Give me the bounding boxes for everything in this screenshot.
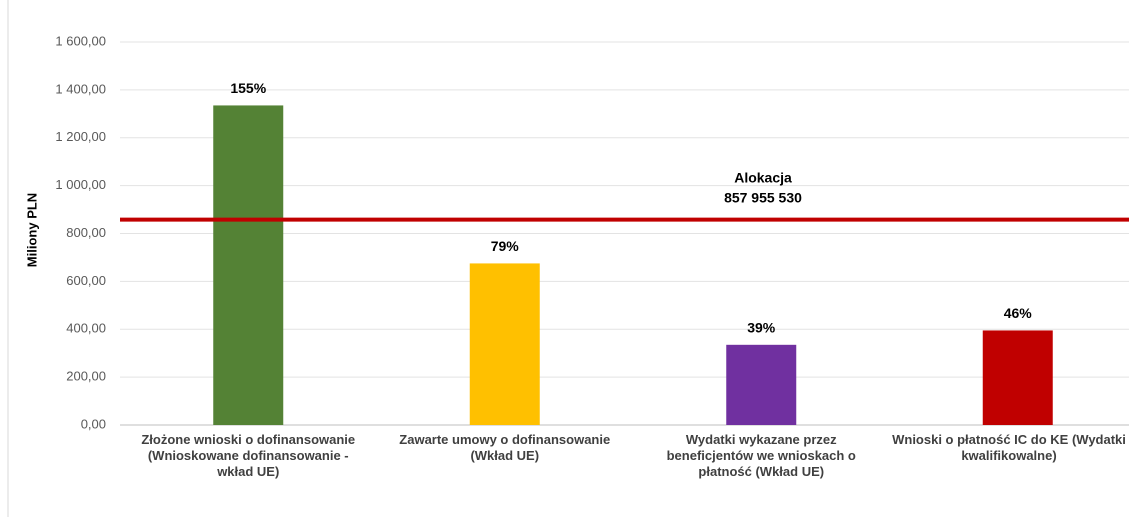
bar <box>726 344 797 425</box>
bar <box>213 105 284 425</box>
x-tick-label: Wydatki wykazane przez beneficjentów we … <box>666 432 856 479</box>
data-label: 79% <box>491 238 520 254</box>
y-tick-label: 0,00 <box>81 416 106 431</box>
reference-title: Alokacja <box>734 169 792 185</box>
y-tick-label: 200,00 <box>66 369 106 384</box>
data-label: 46% <box>1004 305 1033 321</box>
y-tick-label: 1 600,00 <box>55 33 106 48</box>
bar <box>469 263 540 425</box>
y-tick-label: 400,00 <box>66 321 106 336</box>
y-tick-label: 1 000,00 <box>55 177 106 192</box>
data-label: 155% <box>230 80 266 96</box>
x-tick-label: Wnioski o płatność IC do KE (Wydatki kwa… <box>892 432 1126 463</box>
data-label: 39% <box>747 320 776 336</box>
y-tick-label: 600,00 <box>66 273 106 288</box>
bar <box>982 330 1053 425</box>
x-tick-label: Złożone wnioski o dofinansowanie (Wniosk… <box>141 432 356 479</box>
reference-label: 857 955 530 <box>724 189 802 205</box>
x-tick-label: Zawarte umowy o dofinansowanie (Wkład UE… <box>399 432 611 463</box>
y-axis-label: Miliony PLN <box>24 193 39 267</box>
y-tick-label: 800,00 <box>66 225 106 240</box>
y-tick-label: 1 400,00 <box>55 81 106 96</box>
y-tick-label: 1 200,00 <box>55 129 106 144</box>
